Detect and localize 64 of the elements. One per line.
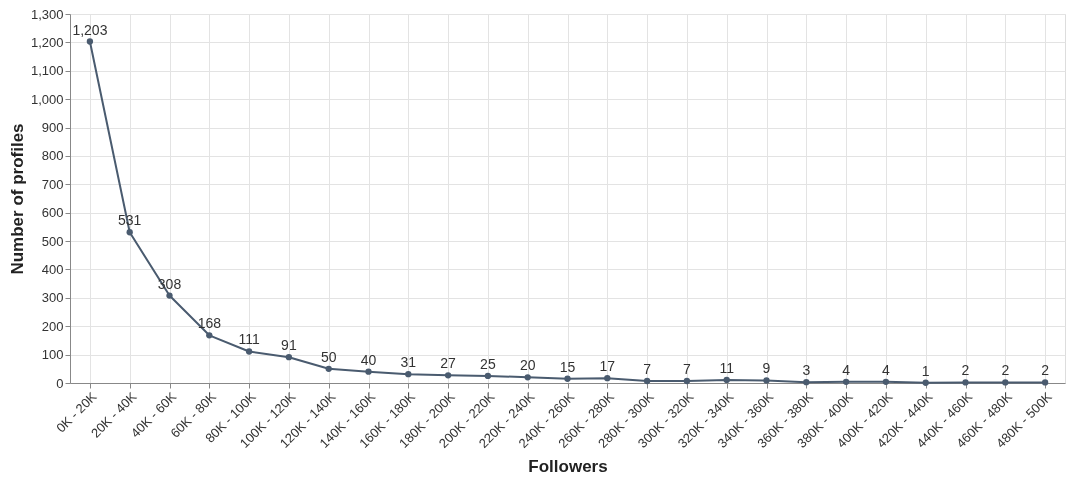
point bbox=[444, 372, 452, 379]
data-label: 3 bbox=[802, 362, 811, 379]
point bbox=[325, 365, 332, 372]
point bbox=[524, 374, 531, 381]
data-label: 4 bbox=[882, 361, 890, 378]
point bbox=[166, 292, 173, 299]
point bbox=[484, 372, 492, 380]
data-label: 1 bbox=[921, 362, 930, 379]
data-label: 15 bbox=[559, 358, 576, 375]
y-tick-label: 300 bbox=[41, 290, 64, 306]
point bbox=[365, 368, 372, 375]
data-label: 2 bbox=[1001, 362, 1010, 379]
data-label: 11 bbox=[719, 359, 735, 376]
data-label: 31 bbox=[400, 354, 417, 371]
data-label: 40 bbox=[360, 351, 377, 368]
data-label: 2 bbox=[1041, 362, 1050, 379]
point bbox=[1002, 379, 1009, 386]
y-tick-label: 900 bbox=[41, 120, 64, 136]
point bbox=[922, 379, 929, 386]
data-label: 25 bbox=[480, 355, 496, 372]
data-label: 168 bbox=[197, 315, 222, 332]
data-label: 9 bbox=[762, 360, 771, 377]
point bbox=[683, 377, 691, 385]
point bbox=[245, 348, 253, 355]
data-label: 17 bbox=[599, 358, 616, 375]
data-label: 7 bbox=[643, 361, 652, 378]
point bbox=[126, 229, 133, 236]
data-label: 4 bbox=[842, 361, 851, 378]
y-tick-label: 1,000 bbox=[30, 91, 64, 107]
y-tick-label: 1,100 bbox=[30, 63, 64, 79]
data-label: 91 bbox=[281, 337, 297, 354]
data-label: 27 bbox=[440, 355, 457, 372]
point bbox=[643, 377, 651, 385]
point bbox=[86, 38, 94, 45]
point bbox=[882, 378, 890, 386]
data-label: 111 bbox=[238, 331, 260, 348]
y-tick-label: 1,300 bbox=[30, 6, 64, 22]
point bbox=[962, 379, 969, 386]
y-tick-label: 1,200 bbox=[30, 34, 64, 50]
point bbox=[604, 375, 611, 382]
point bbox=[1041, 379, 1049, 386]
y-tick-label: 600 bbox=[41, 205, 64, 221]
data-label: 7 bbox=[683, 361, 691, 378]
point bbox=[564, 375, 571, 382]
data-label: 20 bbox=[519, 357, 536, 374]
y-tick-label: 200 bbox=[41, 318, 64, 334]
y-tick-label: 500 bbox=[41, 233, 64, 249]
point bbox=[206, 332, 213, 339]
point bbox=[285, 354, 293, 361]
y-tick-label: 100 bbox=[41, 347, 64, 363]
y-tick-label: 700 bbox=[41, 176, 64, 192]
point bbox=[803, 378, 810, 386]
data-label: 2 bbox=[961, 362, 970, 379]
y-tick-label: 0 bbox=[56, 375, 64, 391]
y-axis-title: Number of profiles bbox=[7, 123, 27, 275]
point bbox=[763, 377, 770, 384]
y-tick-label: 400 bbox=[41, 261, 64, 277]
data-label: 50 bbox=[320, 348, 337, 365]
point bbox=[842, 378, 850, 386]
point bbox=[723, 376, 730, 384]
x-axis-title: Followers bbox=[528, 456, 608, 476]
y-tick-label: 800 bbox=[41, 148, 64, 164]
point bbox=[405, 371, 412, 378]
data-label: 1,203 bbox=[72, 21, 108, 38]
